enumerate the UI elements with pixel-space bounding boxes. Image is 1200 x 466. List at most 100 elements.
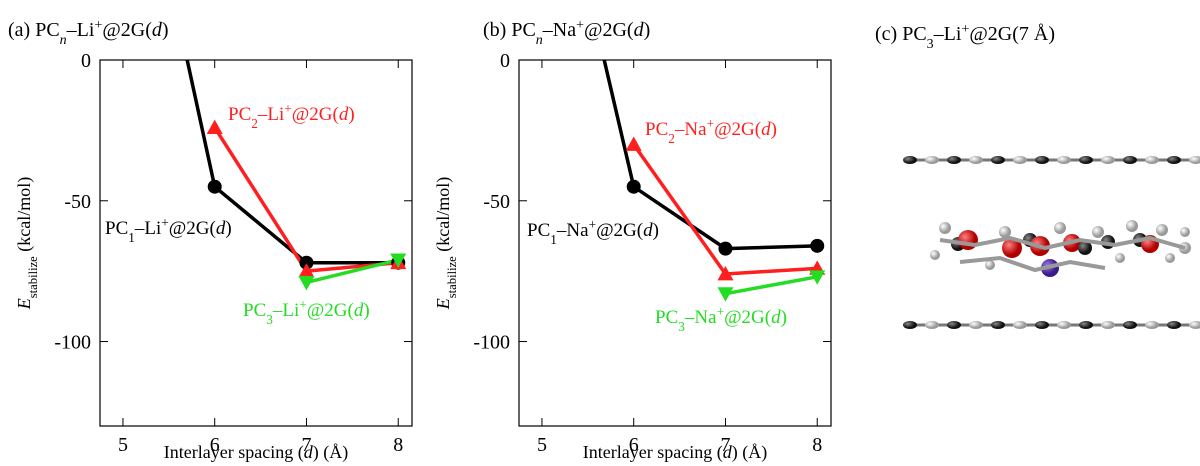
text-part: )	[348, 104, 354, 125]
atom	[925, 321, 939, 329]
y-tick-label: -100	[473, 332, 510, 354]
text-part: (kcal/mol)	[14, 177, 35, 256]
plot-area	[535, 0, 825, 302]
text-part: 2	[251, 116, 258, 131]
series-label: PC1–Na+@2G(d)	[527, 217, 659, 247]
marker	[208, 180, 222, 194]
atom	[1057, 321, 1071, 329]
atom	[1189, 321, 1200, 329]
text-part: +	[299, 297, 307, 312]
text-part: @2G(	[169, 218, 216, 239]
text-part: –Na	[674, 119, 707, 140]
text-part: @2G(	[714, 119, 761, 140]
figure: (c) PC3–Li+@2G(7 Å) (a) PCn–Li+@2G(d)0-5…	[0, 0, 1200, 466]
text-part: PC	[645, 119, 668, 140]
text-part: +	[589, 217, 597, 232]
y-tick-label: -50	[64, 191, 91, 213]
atom	[1180, 227, 1190, 237]
atom	[1054, 222, 1066, 234]
marker	[207, 120, 223, 134]
text-part: +	[707, 116, 715, 131]
text-part: n	[60, 33, 67, 48]
text-part: @2G(	[102, 19, 152, 41]
text-part: @2G(	[596, 220, 643, 241]
atom	[1101, 321, 1115, 329]
text-part: +	[94, 18, 102, 33]
text-part: @2G(	[584, 19, 634, 41]
text-part: stabilize	[26, 256, 40, 298]
atom	[903, 321, 917, 329]
atom	[947, 156, 961, 164]
atom	[1126, 220, 1138, 232]
atom	[1057, 156, 1071, 164]
atom	[1079, 156, 1093, 164]
text-part: @2G(7 Å)	[969, 23, 1055, 45]
text-part: +	[284, 101, 292, 116]
text-part: –Li	[134, 218, 161, 239]
text-part: PC	[655, 307, 678, 328]
text-part: Interlayer spacing (	[583, 442, 723, 463]
marker	[626, 136, 642, 150]
atom	[903, 156, 917, 164]
text-part: –Na	[542, 19, 576, 41]
atom	[1165, 253, 1175, 263]
text-part: (kcal/mol)	[433, 177, 454, 256]
text-part: )	[225, 218, 231, 239]
text-part: d	[643, 220, 653, 241]
series-label: PC2–Na+@2G(d)	[645, 116, 777, 146]
text-part: (a) PC	[8, 19, 60, 41]
text-part: +	[717, 304, 725, 319]
atom	[991, 156, 1005, 164]
text-part: –Na	[556, 220, 589, 241]
text-part: stabilize	[445, 256, 459, 298]
atom	[1013, 321, 1027, 329]
text-part: ) (Å)	[313, 442, 348, 463]
text-part: @2G(	[307, 300, 354, 321]
atom	[1145, 321, 1159, 329]
atom	[1013, 156, 1027, 164]
y-tick-label: 0	[500, 50, 510, 72]
text-part: +	[576, 18, 584, 33]
text-part: Interlayer spacing (	[164, 442, 304, 463]
text-part: 3	[927, 37, 934, 52]
chart-title: (a) PCn–Li+@2G(d)	[8, 18, 169, 48]
y-axis-label: Estabilize (kcal/mol)	[14, 177, 40, 310]
text-part: +	[961, 22, 969, 37]
marker	[627, 180, 641, 194]
text-part: 1	[128, 230, 135, 245]
text-part: @2G(	[292, 104, 339, 125]
text-part: PC	[105, 218, 128, 239]
panel-title: (c) PC3–Li+@2G(7 Å)	[875, 22, 1055, 52]
text-part: )	[162, 19, 169, 41]
x-axis-label: Interlayer spacing (d) (Å)	[583, 442, 767, 463]
atom	[985, 260, 995, 270]
text-part: –Li	[257, 104, 284, 125]
x-tick-label: 8	[812, 434, 822, 456]
series-label: PC1–Li+@2G(d)	[105, 215, 232, 245]
y-tick-label: 0	[81, 50, 91, 72]
atom	[991, 321, 1005, 329]
molecule-illustration	[903, 156, 1200, 329]
text-part: d	[354, 300, 364, 321]
x-tick-label: 8	[393, 434, 403, 456]
atom	[939, 222, 951, 234]
atom	[1115, 253, 1125, 263]
text-part: d	[771, 307, 781, 328]
text-part: –Li	[933, 23, 962, 45]
text-part: PC	[527, 220, 550, 241]
atom	[930, 250, 940, 260]
text-part: )	[653, 220, 659, 241]
text-part: –Na	[684, 307, 717, 328]
atom	[1035, 321, 1049, 329]
text-part: (b) PC	[483, 19, 536, 41]
series-label: PC2–Li+@2G(d)	[228, 101, 355, 131]
text-part: –Li	[66, 19, 95, 41]
plot-area	[116, 0, 406, 290]
marker	[810, 239, 824, 253]
text-part: PC	[243, 300, 266, 321]
text-part: n	[536, 33, 543, 48]
plot-frame	[519, 60, 831, 426]
text-part: +	[161, 215, 169, 230]
y-axis-label: Estabilize (kcal/mol)	[433, 177, 459, 310]
